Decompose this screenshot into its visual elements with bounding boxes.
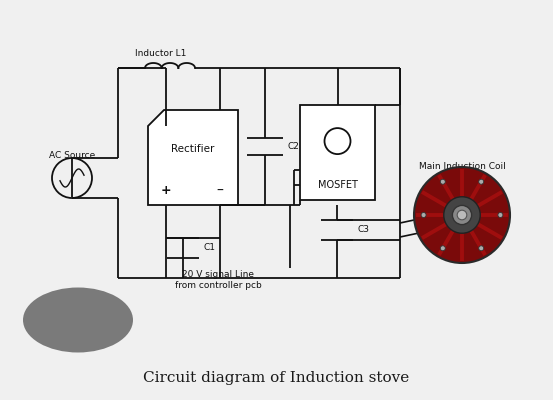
Text: +: + <box>161 184 171 198</box>
Circle shape <box>452 206 472 225</box>
Circle shape <box>479 179 484 184</box>
Text: –: – <box>217 184 223 198</box>
Circle shape <box>498 212 503 218</box>
Circle shape <box>444 197 480 233</box>
Text: MOSFET: MOSFET <box>317 180 357 190</box>
Text: AC Source: AC Source <box>49 151 95 160</box>
Circle shape <box>421 212 426 218</box>
Text: C1: C1 <box>203 244 215 252</box>
Text: Rectifier: Rectifier <box>171 144 215 154</box>
Text: Main Induction Coil
L2: Main Induction Coil L2 <box>419 162 505 183</box>
Circle shape <box>440 246 445 251</box>
Circle shape <box>440 179 445 184</box>
Text: C3: C3 <box>357 226 369 234</box>
Text: C2: C2 <box>287 142 299 151</box>
Bar <box>300 105 375 200</box>
Text: Circuit diagram of Induction stove: Circuit diagram of Induction stove <box>143 371 409 385</box>
Circle shape <box>414 167 510 263</box>
Ellipse shape <box>23 288 133 352</box>
Circle shape <box>457 210 467 220</box>
Polygon shape <box>148 110 238 205</box>
Text: 20 V signal Line
from controller pcb: 20 V signal Line from controller pcb <box>175 270 262 290</box>
Circle shape <box>479 246 484 251</box>
Text: Inductor L1: Inductor L1 <box>135 49 187 58</box>
